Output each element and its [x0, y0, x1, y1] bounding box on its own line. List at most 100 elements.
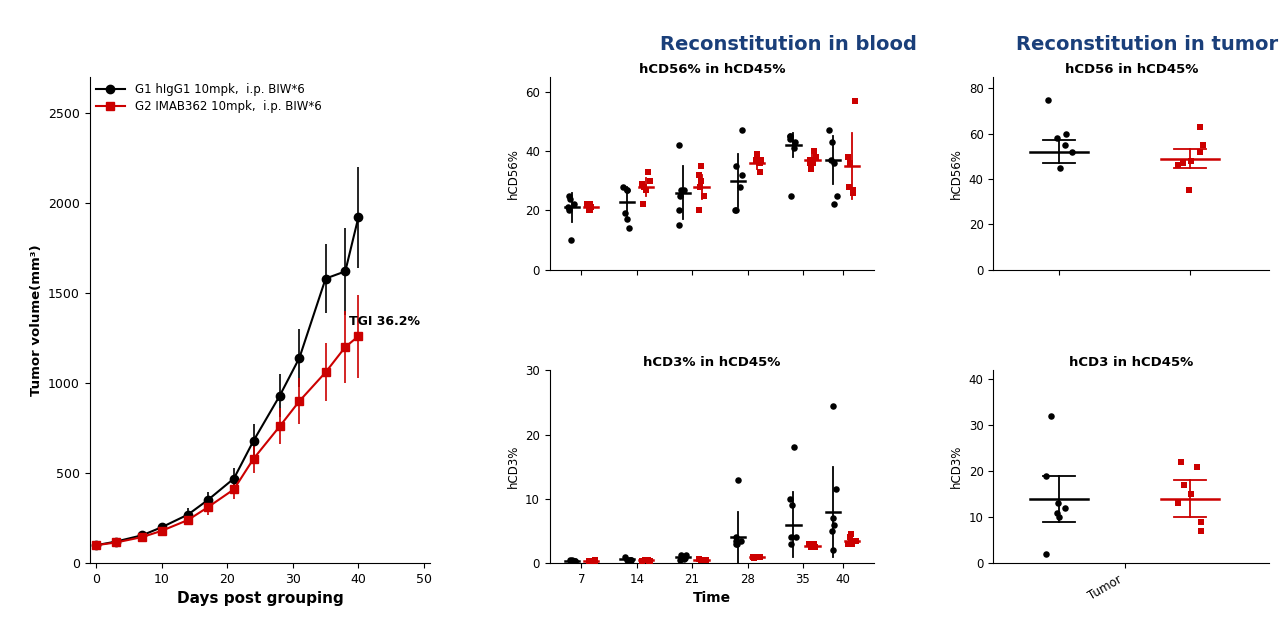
Point — [1190, 147, 1210, 157]
Point — [579, 205, 600, 216]
Point — [619, 555, 640, 565]
Point — [636, 555, 656, 565]
Point — [562, 235, 582, 245]
Point — [617, 555, 637, 565]
Point — [577, 200, 597, 210]
Point — [581, 556, 601, 566]
Point — [559, 205, 579, 216]
Point — [786, 532, 806, 543]
Point — [726, 539, 746, 549]
Y-axis label: hCD3%: hCD3% — [950, 445, 963, 488]
Point — [638, 166, 659, 177]
Point — [781, 191, 801, 201]
Legend: G1 hIgG1 10mpk,  i.p. BIW*6, G2 IMAB362 10mpk,  i.p. BIW*6: G1 hIgG1 10mpk, i.p. BIW*6, G2 IMAB362 1… — [96, 83, 322, 113]
Text: Reconstitution in blood: Reconstitution in blood — [660, 35, 917, 54]
Point — [822, 526, 842, 536]
Point — [1186, 461, 1206, 472]
Point — [670, 550, 691, 561]
Point — [632, 556, 653, 566]
Point — [822, 137, 842, 147]
Point — [619, 223, 640, 234]
Point — [638, 556, 659, 566]
Point — [613, 182, 633, 192]
Point — [1170, 457, 1191, 467]
Point — [805, 152, 826, 162]
Point — [1055, 140, 1076, 150]
Point — [800, 155, 820, 165]
Point — [747, 149, 768, 159]
Point — [842, 184, 863, 195]
Point — [691, 175, 712, 186]
Text: TGI 36.2%: TGI 36.2% — [349, 316, 419, 328]
Point — [750, 155, 770, 165]
Point — [749, 552, 769, 562]
Point — [823, 545, 844, 556]
Point — [633, 200, 654, 210]
Point — [845, 95, 865, 106]
Point — [841, 536, 862, 546]
Point — [750, 166, 770, 177]
X-axis label: Time: Time — [692, 591, 731, 605]
Point — [688, 205, 709, 216]
Point — [781, 493, 801, 504]
Point — [670, 184, 691, 195]
Point — [585, 556, 605, 566]
Point — [614, 208, 635, 218]
Point — [781, 532, 801, 543]
Point — [732, 170, 753, 180]
Point — [749, 158, 769, 168]
Point — [619, 555, 640, 565]
Point — [673, 552, 694, 562]
Point — [581, 202, 601, 212]
Point — [827, 191, 847, 201]
Point — [842, 188, 863, 198]
Point — [563, 200, 583, 210]
Point — [727, 474, 747, 484]
Point — [617, 184, 637, 195]
Point — [727, 539, 747, 549]
Point — [823, 520, 844, 530]
Point — [726, 532, 746, 543]
Point — [840, 158, 860, 168]
Point — [800, 158, 820, 168]
Point — [838, 152, 859, 162]
Point — [694, 555, 714, 565]
Point — [1037, 94, 1058, 104]
Point — [1191, 526, 1211, 536]
Point — [564, 556, 585, 566]
Point — [1047, 499, 1068, 509]
Point — [640, 556, 660, 566]
Y-axis label: hCD3%: hCD3% — [506, 445, 519, 488]
Point — [785, 143, 805, 153]
Point — [669, 205, 690, 216]
Point — [579, 205, 600, 216]
Point — [563, 556, 583, 566]
Point — [638, 555, 659, 565]
Point — [799, 539, 819, 549]
Point — [744, 553, 764, 563]
Point — [695, 191, 715, 201]
Point — [690, 182, 710, 192]
Point — [670, 555, 691, 565]
Point — [726, 536, 746, 546]
Point — [562, 555, 582, 565]
Point — [1192, 140, 1213, 150]
Point — [674, 554, 695, 564]
Point — [1046, 508, 1067, 518]
Point — [620, 555, 641, 565]
Point — [636, 184, 656, 195]
Point — [804, 146, 824, 156]
Point — [1181, 489, 1201, 499]
Point — [826, 484, 846, 494]
Point — [822, 513, 842, 524]
Point — [694, 555, 714, 565]
Point — [803, 158, 823, 168]
Y-axis label: Tumor volume(mm³): Tumor volume(mm³) — [29, 244, 42, 396]
Point — [617, 214, 637, 225]
Point — [564, 556, 585, 566]
Point — [823, 401, 844, 411]
Point — [726, 161, 746, 171]
Point — [750, 552, 770, 562]
Point — [670, 191, 691, 201]
Point — [785, 137, 805, 147]
